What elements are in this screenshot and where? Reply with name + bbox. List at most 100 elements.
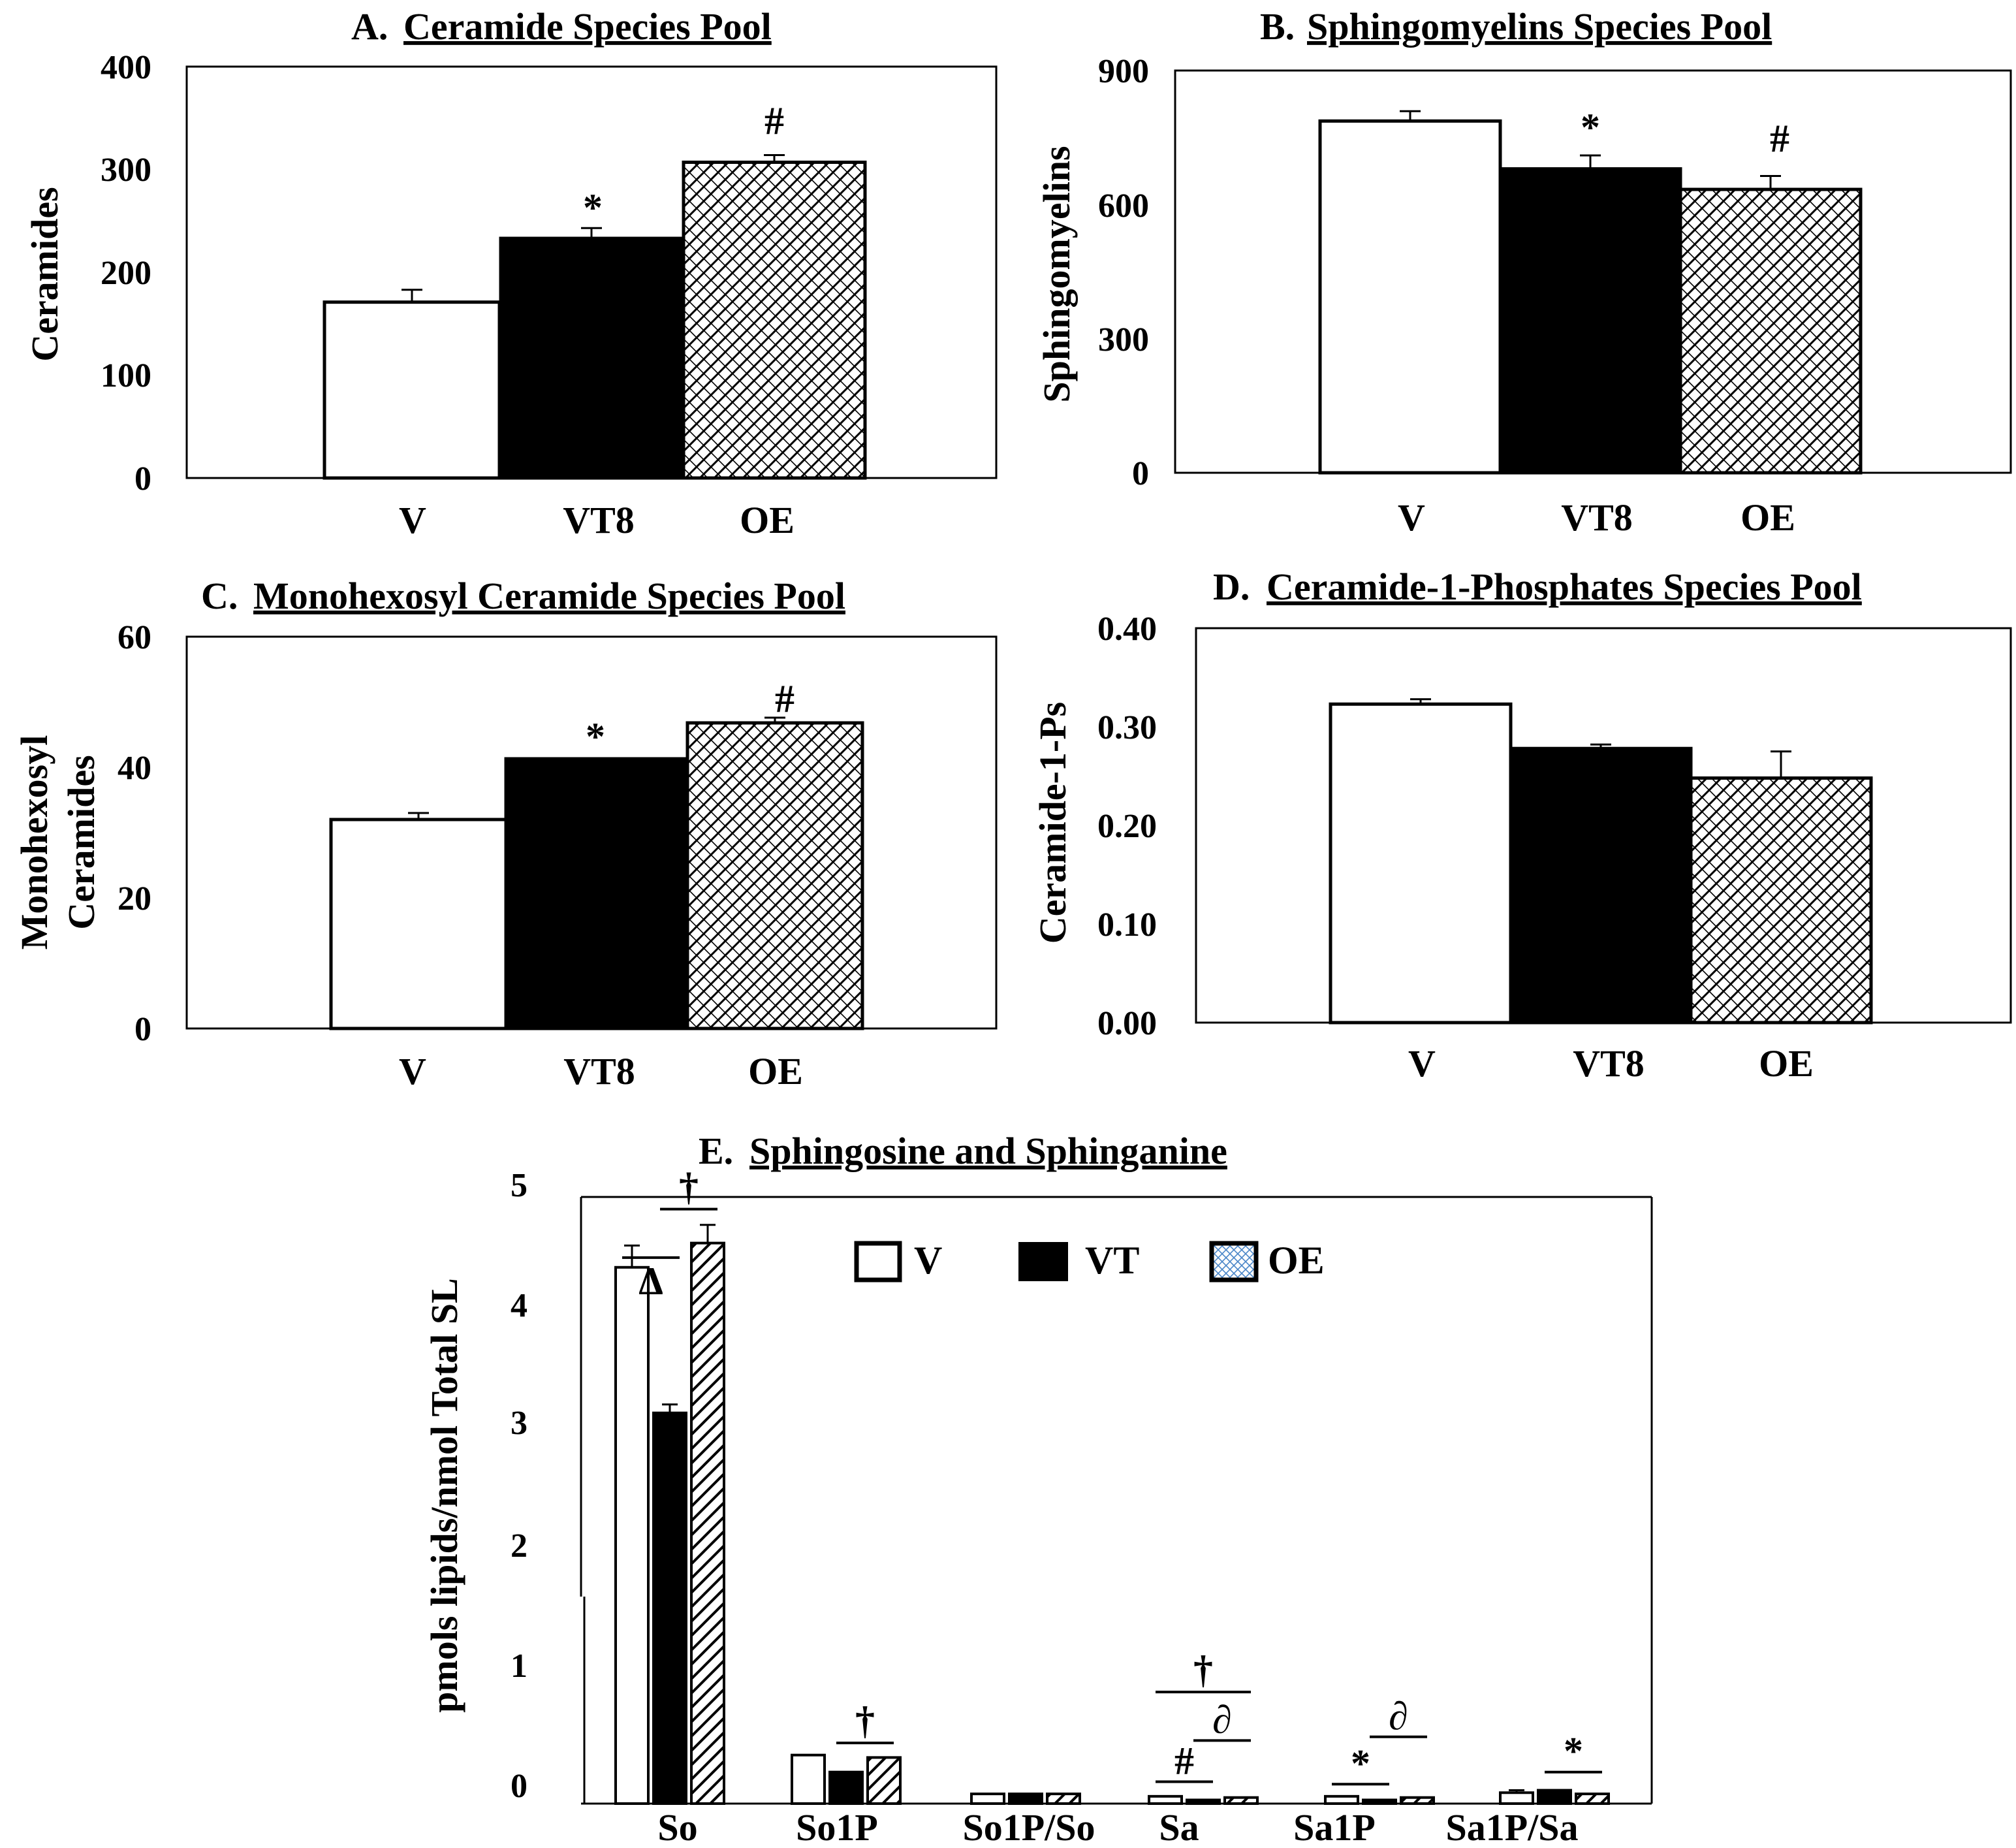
panel-d-xticks: V VT8 OE <box>1408 1042 1814 1085</box>
panel-e-bar-v <box>1499 1791 1534 1806</box>
panel-e-ytick: 0 <box>511 1768 528 1805</box>
panel-b-title-prefix: B. <box>1260 5 1295 48</box>
panel-c-title-prefix: C. <box>201 575 238 617</box>
panel-e-significance-label: † <box>1193 1648 1213 1691</box>
panel-e-significance-label: † <box>855 1699 875 1742</box>
panel-c-annotation: # <box>775 677 795 720</box>
panel-a-annotation: * <box>583 186 603 229</box>
panel-b-yticks: 0 300 600 900 <box>1098 53 1149 492</box>
legend-swatch-vt <box>1018 1242 1068 1281</box>
legend-label-vt: VT <box>1085 1239 1139 1282</box>
panel-c-category: VT8 <box>563 1050 635 1092</box>
panel-b-annotation: # <box>1770 117 1789 160</box>
panel-b-ytick: 0 <box>1132 455 1149 492</box>
legend-swatch-oe <box>1209 1241 1259 1282</box>
panel-a-title-prefix: A. <box>351 5 388 48</box>
panel-a-bar-oe <box>682 160 867 480</box>
panel-b-ytick: 600 <box>1098 187 1149 225</box>
panel-a-ytick: 100 <box>101 357 151 394</box>
panel-e-legend: V VT OE <box>854 1239 1325 1282</box>
panel-e-ytick: 3 <box>511 1405 528 1442</box>
panel-d-ytick: 0.20 <box>1097 808 1157 845</box>
panel-d-ytick: 0.40 <box>1097 611 1157 648</box>
panel-d-category: VT8 <box>1573 1042 1645 1085</box>
panel-c-annotation: * <box>586 715 605 758</box>
panel-e-bar-v <box>970 1792 1005 1805</box>
panel-a-bar-vt8 <box>499 236 684 480</box>
panel-e-ytick: 2 <box>511 1527 528 1565</box>
panel-e-bar-oe <box>1223 1796 1259 1805</box>
panel-c-bar-vt8 <box>504 757 689 1030</box>
panel-e: E. Sphingosine and Sphinganine pmols lip… <box>423 1130 1653 1848</box>
legend-label-v: V <box>914 1239 942 1282</box>
panel-b-bar-v <box>1318 119 1502 475</box>
panel-e-bar-vt <box>652 1411 687 1806</box>
panel-a-annotations: * # <box>583 99 784 229</box>
panel-b-bars <box>1318 110 1863 475</box>
panel-e-significance-label: * <box>1564 1730 1583 1773</box>
panel-e-significance-label: * <box>1351 1742 1370 1785</box>
panel-e-significance-label: # <box>1174 1740 1194 1783</box>
panel-e-frame <box>580 1196 1653 1805</box>
panel-b-bar-vt8 <box>1498 167 1682 475</box>
panel-b-title: Sphingomyelins Species Pool <box>1307 5 1772 48</box>
panel-d: D. Ceramide-1-Phosphates Species Pool Ce… <box>1032 566 2012 1085</box>
panel-a-category: V <box>399 499 426 541</box>
panel-b-category: OE <box>1740 496 1795 539</box>
panel-b-xticks: V VT8 OE <box>1398 496 1795 539</box>
panel-d-yticks: 0.00 0.10 0.20 0.30 0.40 <box>1097 611 1157 1042</box>
panel-d-title-prefix: D. <box>1213 566 1250 608</box>
panel-a-annotation: # <box>764 99 784 142</box>
panel-c-ylabel-line1: Monohexosyl <box>13 735 55 950</box>
panel-e-bar-vt <box>828 1770 864 1805</box>
panel-e-title-prefix: E. <box>699 1130 733 1172</box>
panel-e-significance-label: † <box>679 1166 699 1209</box>
panel-e-significance-label: ∂ <box>1212 1698 1232 1741</box>
panel-a-category: VT8 <box>563 499 635 541</box>
panel-a-ylabel: Ceramides <box>24 187 66 361</box>
panel-a-bar-v <box>323 300 501 480</box>
panel-a-ytick: 400 <box>101 49 151 86</box>
panel-b-ylabel: Sphingomyelins <box>1035 146 1078 402</box>
panel-e-bar-oe <box>1575 1792 1610 1805</box>
panel-a: A. Ceramide Species Pool Ceramides 0 100… <box>24 5 998 541</box>
panel-c-ytick: 40 <box>118 750 151 787</box>
panel-c-bars <box>329 716 864 1030</box>
panel-b-bar-oe <box>1678 187 1863 475</box>
panel-c-category: V <box>399 1050 426 1092</box>
panel-c-ytick: 60 <box>118 619 151 656</box>
panel-e-category: Sa1P <box>1293 1806 1376 1848</box>
panel-d-bar-oe <box>1689 776 1873 1025</box>
panel-e-category: Sa <box>1159 1806 1199 1848</box>
panel-e-category: So1P <box>796 1806 878 1848</box>
panel-a-ytick: 300 <box>101 151 151 189</box>
panel-d-ylabel: Ceramide-1-Ps <box>1032 702 1074 944</box>
panel-e-ytick: 1 <box>511 1648 528 1685</box>
panel-a-title: Ceramide Species Pool <box>403 5 772 48</box>
panel-e-significance: Δ † † # ∂ † * ∂ * <box>622 1166 1602 1786</box>
panel-b-category: V <box>1398 496 1425 539</box>
panel-d-bars <box>1329 698 1873 1025</box>
panel-a-yticks: 0 100 200 300 400 <box>101 49 151 498</box>
panel-e-ytick: 5 <box>511 1167 528 1204</box>
panel-e-bar-v <box>1148 1794 1183 1806</box>
panel-e-bar-oe <box>866 1756 902 1805</box>
panel-e-ylabel: pmols lipids/nmol Total SL <box>423 1278 465 1713</box>
panel-c-bar-oe <box>685 721 864 1030</box>
panel-e-title: Sphingosine and Sphinganine <box>749 1130 1227 1172</box>
panel-e-bar-vt <box>1537 1789 1572 1806</box>
panel-e-bar-oe <box>1046 1792 1081 1805</box>
panel-a-ytick: 0 <box>134 460 151 498</box>
panel-e-category: So1P/So <box>962 1806 1095 1848</box>
panel-b: B. Sphingomyelins Species Pool Sphingomy… <box>1035 5 2012 539</box>
panel-c-xticks: V VT8 OE <box>399 1050 803 1092</box>
panel-e-bars <box>614 1224 1610 1806</box>
panel-c-category: OE <box>748 1050 803 1092</box>
legend-swatch-v <box>854 1241 902 1282</box>
panel-c-ytick: 0 <box>134 1011 151 1048</box>
panel-c: C. Monohexosyl Ceramide Species Pool Mon… <box>13 575 998 1092</box>
panel-e-bar-vt <box>1362 1798 1397 1806</box>
panel-d-ytick: 0.10 <box>1097 906 1157 944</box>
legend-label-oe: OE <box>1268 1239 1325 1282</box>
